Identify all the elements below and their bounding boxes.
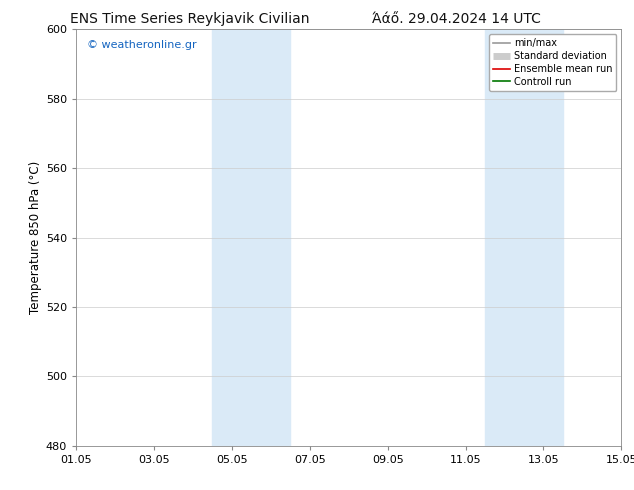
Y-axis label: Temperature 850 hPa (°C): Temperature 850 hPa (°C) xyxy=(29,161,42,314)
Bar xyxy=(485,29,563,446)
Text: © weatheronline.gr: © weatheronline.gr xyxy=(87,40,197,50)
Legend: min/max, Standard deviation, Ensemble mean run, Controll run: min/max, Standard deviation, Ensemble me… xyxy=(489,34,616,91)
Text: ENS Time Series Reykjavik Civilian: ENS Time Series Reykjavik Civilian xyxy=(70,12,310,26)
Text: Άάő. 29.04.2024 14 UTC: Άάő. 29.04.2024 14 UTC xyxy=(372,12,541,26)
Bar xyxy=(212,29,290,446)
